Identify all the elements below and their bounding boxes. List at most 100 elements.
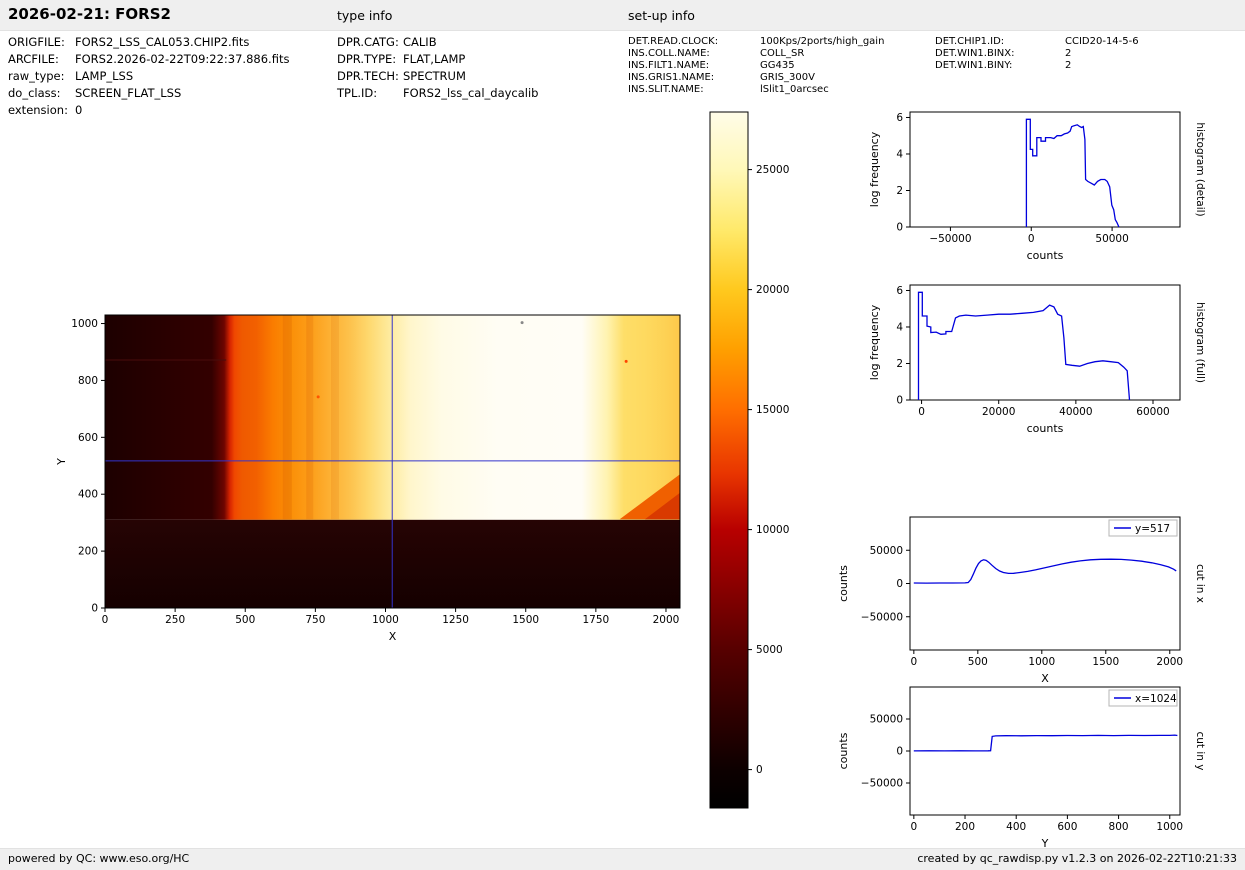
svg-text:15000: 15000 xyxy=(756,404,789,416)
svg-text:6: 6 xyxy=(896,112,903,124)
svg-text:1500: 1500 xyxy=(1092,656,1119,668)
svg-text:1500: 1500 xyxy=(512,614,539,626)
svg-text:1000: 1000 xyxy=(71,318,98,330)
info-label: DPR.TECH: xyxy=(337,69,399,83)
svg-text:−50000: −50000 xyxy=(861,611,903,623)
info-value: FORS2_lss_cal_daycalib xyxy=(403,86,539,100)
footer-right-text: created by qc_rawdisp.py v1.2.3 on 2026-… xyxy=(917,852,1237,865)
info-value: 2 xyxy=(1065,48,1072,59)
info-label: DET.CHIP1.ID: xyxy=(935,36,1005,47)
info-value: lSlit1_0arcsec xyxy=(760,84,829,95)
setup-info-block: DET.READ.CLOCK: 100Kps/2ports/high_gain I… xyxy=(628,36,884,96)
svg-text:40000: 40000 xyxy=(1059,406,1092,418)
info-label: extension: xyxy=(8,103,68,117)
svg-text:4: 4 xyxy=(896,321,903,333)
info-value: GG435 xyxy=(760,60,795,71)
svg-text:800: 800 xyxy=(1109,821,1129,833)
svg-text:0: 0 xyxy=(918,406,925,418)
info-value: FLAT,LAMP xyxy=(403,52,466,66)
info-value: CALIB xyxy=(403,35,437,49)
svg-text:750: 750 xyxy=(305,614,325,626)
svg-text:50000: 50000 xyxy=(1095,233,1128,245)
info-value: LAMP_LSS xyxy=(75,69,134,83)
colorbar: 0 5000 10000 15000 20000 25000 xyxy=(709,111,789,809)
info-row: INS.FILT1.NAME: GG435 xyxy=(628,60,884,72)
svg-text:cut in y: cut in y xyxy=(1194,731,1205,770)
svg-text:−50000: −50000 xyxy=(929,233,971,245)
info-row: DPR.CATG: CALIB xyxy=(337,34,538,51)
svg-text:counts: counts xyxy=(1027,422,1064,435)
setup-info-heading: set-up info xyxy=(628,8,695,23)
svg-text:20000: 20000 xyxy=(756,284,789,296)
svg-text:log frequency: log frequency xyxy=(868,131,881,207)
svg-text:200: 200 xyxy=(955,821,975,833)
svg-text:10000: 10000 xyxy=(756,524,789,536)
info-label: INS.FILT1.NAME: xyxy=(628,60,710,71)
svg-text:0: 0 xyxy=(896,395,903,407)
header-bar: 2026-02-21: FORS2 type info set-up info xyxy=(0,0,1245,31)
info-label: DPR.TYPE: xyxy=(337,52,397,66)
svg-text:2000: 2000 xyxy=(1156,656,1183,668)
svg-text:400: 400 xyxy=(1006,821,1026,833)
svg-text:800: 800 xyxy=(78,375,98,387)
svg-text:60000: 60000 xyxy=(1136,406,1169,418)
info-row: DET.READ.CLOCK: 100Kps/2ports/high_gain xyxy=(628,36,884,48)
info-row: do_class: SCREEN_FLAT_LSS xyxy=(8,85,289,102)
svg-text:500: 500 xyxy=(235,614,255,626)
svg-text:25000: 25000 xyxy=(756,164,789,176)
svg-text:1000: 1000 xyxy=(1156,821,1183,833)
svg-text:250: 250 xyxy=(165,614,185,626)
svg-text:1000: 1000 xyxy=(1028,656,1055,668)
info-label: raw_type: xyxy=(8,69,65,83)
info-label: DPR.CATG: xyxy=(337,35,399,49)
svg-text:x=1024: x=1024 xyxy=(1135,693,1177,705)
svg-text:0: 0 xyxy=(756,764,763,776)
svg-text:histogram (detail): histogram (detail) xyxy=(1194,122,1205,216)
svg-text:0: 0 xyxy=(910,821,917,833)
histogram-full-plot: 0 20000 40000 60000 0 2 4 6 counts log frequency h… xyxy=(868,284,1205,435)
info-label: ORIGFILE: xyxy=(8,35,65,49)
info-label: INS.COLL.NAME: xyxy=(628,48,710,59)
info-row: DET.WIN1.BINX: 2 xyxy=(935,48,1139,60)
svg-text:0: 0 xyxy=(896,746,903,758)
svg-text:log frequency: log frequency xyxy=(868,304,881,380)
info-row: DET.WIN1.BINY: 2 xyxy=(935,60,1139,72)
page-title: 2026-02-21: FORS2 xyxy=(8,5,171,23)
svg-text:0: 0 xyxy=(896,222,903,234)
info-row: DET.CHIP1.ID: CCID20-14-5-6 xyxy=(935,36,1139,48)
svg-text:Y: Y xyxy=(1041,837,1049,850)
svg-text:1000: 1000 xyxy=(372,614,399,626)
info-label: TPL.ID: xyxy=(337,86,378,100)
svg-text:2000: 2000 xyxy=(653,614,680,626)
histogram-detail-plot: −50000 0 50000 0 2 4 6 counts log frequency histo… xyxy=(868,111,1205,262)
svg-text:counts: counts xyxy=(1027,249,1064,262)
info-row: ORIGFILE: FORS2_LSS_CAL053.CHIP2.fits xyxy=(8,34,289,51)
svg-text:cut in x: cut in x xyxy=(1194,564,1205,603)
svg-text:1750: 1750 xyxy=(582,614,609,626)
info-value: COLL_SR xyxy=(760,48,805,59)
svg-text:counts: counts xyxy=(837,565,850,602)
svg-text:2: 2 xyxy=(896,185,903,197)
svg-text:histogram (full): histogram (full) xyxy=(1194,302,1205,383)
info-value: 100Kps/2ports/high_gain xyxy=(760,36,885,47)
info-value: CCID20-14-5-6 xyxy=(1065,36,1139,47)
file-info-block: ORIGFILE: FORS2_LSS_CAL053.CHIP2.fits ARC… xyxy=(8,34,289,119)
info-value: FORS2.2026-02-22T09:22:37.886.fits xyxy=(75,52,290,66)
svg-text:0: 0 xyxy=(91,603,98,615)
info-label: DET.WIN1.BINX: xyxy=(935,48,1015,59)
info-row: ARCFILE: FORS2.2026-02-22T09:22:37.886.fi… xyxy=(8,51,289,68)
info-row: INS.COLL.NAME: COLL_SR xyxy=(628,48,884,60)
info-value: 2 xyxy=(1065,60,1072,71)
svg-text:500: 500 xyxy=(968,656,988,668)
type-info-block: DPR.CATG: CALIB DPR.TYPE: FLAT,LAMP DPR.TE… xyxy=(337,34,538,102)
info-label: INS.SLIT.NAME: xyxy=(628,84,704,95)
info-value: 0 xyxy=(75,103,83,117)
svg-text:2: 2 xyxy=(896,358,903,370)
svg-text:200: 200 xyxy=(78,546,98,558)
info-value: SCREEN_FLAT_LSS xyxy=(75,86,182,100)
raw-image-plot: 0 250 500 750 1000 1250 1500 1750 2000 0 200 400 600… xyxy=(55,314,681,643)
svg-text:6: 6 xyxy=(896,285,903,297)
svg-text:5000: 5000 xyxy=(756,644,783,656)
svg-text:600: 600 xyxy=(78,432,98,444)
